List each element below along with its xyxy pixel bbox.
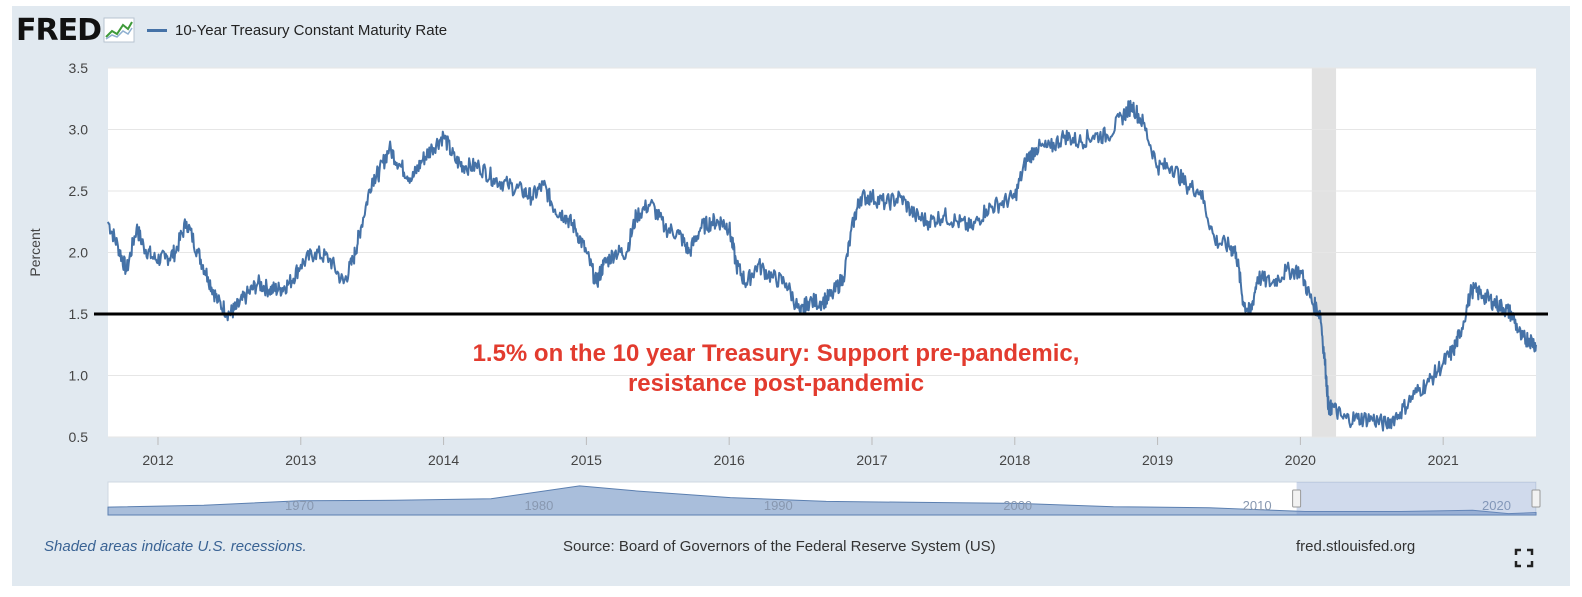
y-tick-label: 3.5 [69, 60, 89, 76]
annotation-text: 1.5% on the 10 year Treasury: Support pr… [473, 340, 1080, 367]
y-tick-label: 2.5 [69, 183, 89, 199]
x-tick-label: 2019 [1142, 452, 1173, 468]
annotation-text: resistance post-pandemic [628, 370, 924, 397]
x-tick-label: 2021 [1428, 452, 1459, 468]
legend-swatch [147, 28, 167, 32]
line-chart-icon [103, 17, 135, 43]
recession-note: Shaded areas indicate U.S. recessions. [44, 538, 307, 555]
navigator-selection [1296, 482, 1536, 515]
y-tick-label: 0.5 [69, 429, 89, 445]
navigator-left-handle[interactable] [1292, 489, 1302, 508]
navigator-series [107, 485, 1537, 516]
x-tick-label: 2014 [428, 452, 459, 468]
y-axis-label: Percent [27, 228, 43, 276]
navigator-tick-label: 2000 [1003, 498, 1032, 513]
chart-header: FRED 10-Year Treasury Constant Maturity … [16, 10, 447, 50]
x-tick-label: 2016 [714, 452, 745, 468]
navigator-tick-label: 1980 [524, 498, 553, 513]
x-tick-label: 2012 [142, 452, 173, 468]
y-tick-label: 3.0 [69, 122, 89, 138]
x-tick-label: 2017 [856, 452, 887, 468]
site-link[interactable]: fred.stlouisfed.org [1296, 538, 1416, 555]
navigator-right-handle[interactable] [1531, 489, 1541, 508]
x-tick-label: 2020 [1285, 452, 1316, 468]
y-tick-label: 2.0 [69, 245, 89, 261]
navigator-tick-label: 1990 [764, 498, 793, 513]
legend[interactable]: 10-Year Treasury Constant Maturity Rate [147, 22, 447, 39]
y-tick-label: 1.5 [69, 306, 89, 322]
y-tick-label: 1.0 [69, 368, 89, 384]
fred-logo[interactable]: FRED [16, 12, 102, 48]
source-note[interactable]: Source: Board of Governors of the Federa… [563, 538, 996, 555]
x-tick-label: 2013 [285, 452, 316, 468]
navigator-tick-label: 2010 [1243, 498, 1272, 513]
navigator-tick-label: 2020 [1482, 498, 1511, 513]
x-tick-label: 2018 [999, 452, 1030, 468]
fullscreen-icon[interactable] [1514, 548, 1534, 568]
x-tick-label: 2015 [571, 452, 602, 468]
navigator-tick-label: 1970 [285, 498, 314, 513]
legend-label: 10-Year Treasury Constant Maturity Rate [175, 21, 448, 39]
